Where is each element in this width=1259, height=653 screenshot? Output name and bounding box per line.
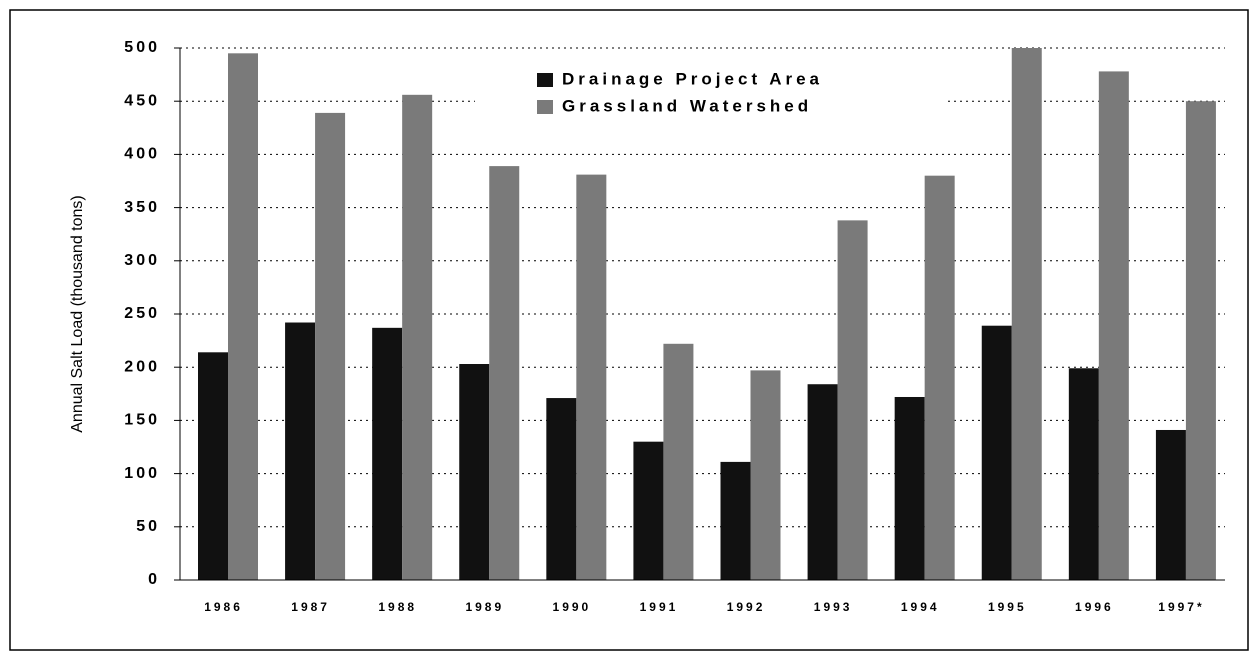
bar <box>228 53 258 580</box>
x-tick-label: 1991 <box>640 600 679 614</box>
y-tick-label: 350 <box>124 199 160 216</box>
bar <box>837 220 868 581</box>
legend-swatch <box>537 73 553 87</box>
x-tick-label: 1994 <box>901 600 940 614</box>
x-tick-label: 1990 <box>553 600 592 614</box>
bar <box>1185 101 1216 580</box>
y-tick-label: 450 <box>124 92 160 109</box>
x-tick-label: 1997* <box>1158 600 1204 614</box>
bar <box>285 322 316 580</box>
y-axis-label: Annual Salt Load (thousand tons) <box>69 195 86 433</box>
bar <box>633 441 664 580</box>
x-tick-label: 1995 <box>988 600 1027 614</box>
bar <box>459 364 490 580</box>
legend-label: Drainage Project Area <box>562 69 823 88</box>
y-tick-label: 500 <box>124 39 160 56</box>
bar <box>489 166 520 580</box>
legend-label: Grassland Watershed <box>562 96 812 115</box>
x-tick-label: 1992 <box>727 600 766 614</box>
bar <box>720 461 751 580</box>
bar <box>807 384 838 580</box>
y-tick-label: 0 <box>148 571 160 588</box>
y-tick-label: 150 <box>124 412 160 429</box>
y-tick-label: 200 <box>124 358 160 375</box>
y-tick-label: 400 <box>124 146 160 163</box>
x-tick-label: 1993 <box>814 600 853 614</box>
y-tick-label: 300 <box>124 252 160 269</box>
y-tick-label: 100 <box>124 465 160 482</box>
legend-swatch <box>537 100 553 114</box>
x-tick-label: 1986 <box>204 600 243 614</box>
bar <box>1155 429 1186 580</box>
bar <box>924 175 955 580</box>
bar <box>315 112 346 581</box>
x-tick-label: 1989 <box>465 600 504 614</box>
x-tick-label: 1988 <box>378 600 417 614</box>
bar <box>1068 368 1099 580</box>
bar <box>1098 71 1129 581</box>
legend-box <box>475 62 945 126</box>
bar <box>402 94 433 580</box>
y-tick-label: 50 <box>136 518 160 535</box>
bar <box>372 327 403 580</box>
x-tick-label: 1996 <box>1075 600 1114 614</box>
bar <box>576 174 607 580</box>
bar <box>663 343 694 580</box>
bar <box>981 325 1012 580</box>
bar <box>1011 48 1042 580</box>
x-tick-label: 1987 <box>291 600 330 614</box>
frame <box>9 9 1249 651</box>
y-tick-label: 250 <box>124 305 160 322</box>
bar <box>546 398 577 580</box>
bar <box>750 370 781 580</box>
bar <box>894 396 925 580</box>
bar <box>198 352 228 580</box>
